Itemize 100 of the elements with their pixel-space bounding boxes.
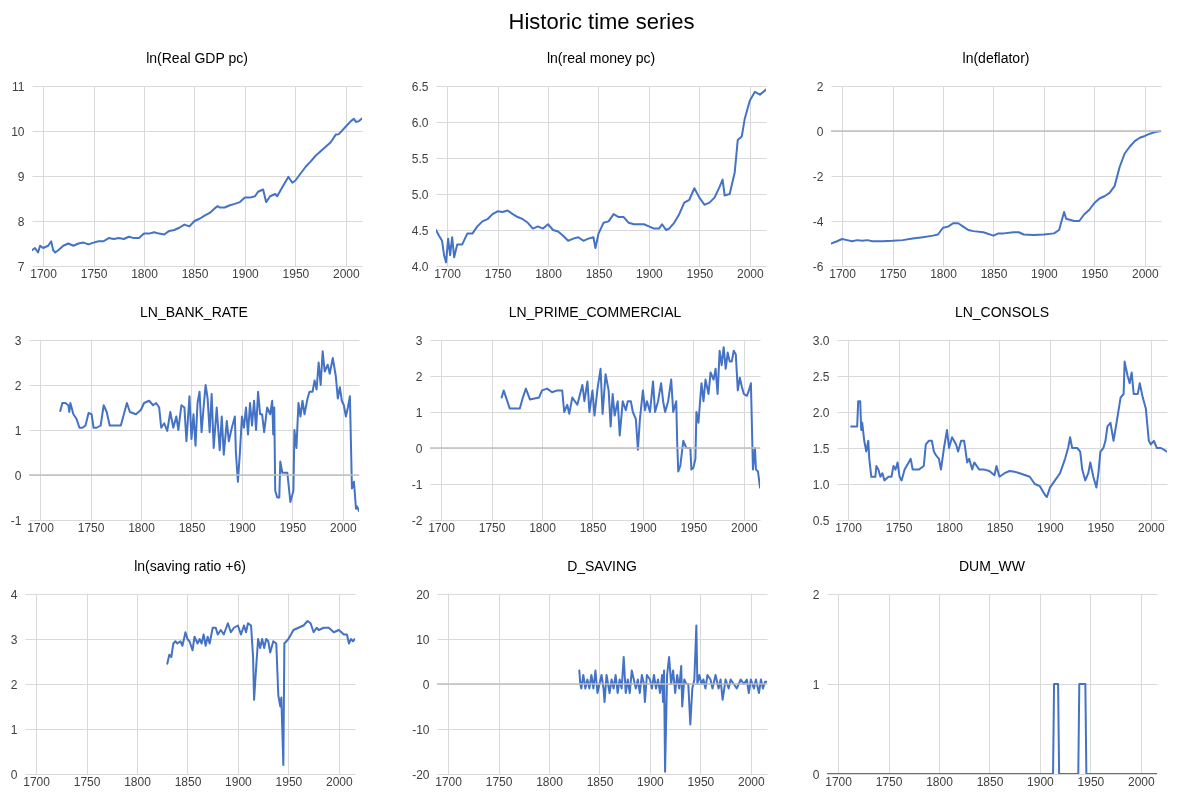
x-tick-label: 1750 (77, 520, 105, 535)
y-tick-label: -4 (812, 214, 824, 229)
x-tick-label: 1850 (181, 266, 209, 281)
x-tick-label: 1700 (27, 520, 55, 535)
y-tick-label: 1 (14, 423, 22, 438)
x-tick-label: 1850 (579, 520, 607, 535)
y-tick-label: 2 (812, 587, 820, 602)
x-tick-label: 1750 (875, 774, 903, 789)
x-tick-label: 1850 (585, 266, 613, 281)
y-tick-label: 6.5 (411, 79, 429, 94)
x-tick-label: 1900 (1027, 774, 1055, 789)
x-tick-label: 1950 (282, 266, 310, 281)
x-tick-label: 1750 (885, 520, 913, 535)
x-tick-label: 1800 (536, 774, 564, 789)
x-tick-label: 1900 (1031, 266, 1059, 281)
y-tick-label: 1 (415, 405, 423, 420)
y-tick-label: 0 (10, 767, 18, 782)
x-tick-label: 1750 (484, 266, 512, 281)
chart-title: LN_CONSOLS (954, 304, 1050, 320)
x-tick-label: 1750 (485, 774, 513, 789)
y-tick-label: 4.0 (411, 259, 429, 274)
y-tick-label: 0 (812, 767, 820, 782)
y-tick-label: 10 (11, 124, 25, 139)
y-tick-label: 1 (812, 677, 820, 692)
y-tick-label: -2 (812, 169, 824, 184)
line-series (59, 350, 359, 512)
y-tick-label: -1 (411, 477, 423, 492)
x-tick-label: 1950 (275, 774, 303, 789)
line-series (436, 88, 766, 264)
x-tick-label: 1900 (225, 774, 253, 789)
chart-title: ln(deflator) (962, 50, 1030, 66)
x-tick-label: 1800 (131, 266, 159, 281)
x-tick-label: 1950 (680, 520, 708, 535)
x-tick-label: 1700 (428, 520, 456, 535)
x-tick-label: 1900 (232, 266, 260, 281)
chart-title: LN_PRIME_COMMERCIAL (508, 304, 682, 320)
x-tick-label: 1850 (586, 774, 614, 789)
x-tick-label: 1750 (478, 520, 506, 535)
y-tick-label: 4.5 (411, 223, 429, 238)
chart-title: LN_BANK_RATE (140, 304, 248, 320)
y-tick-label: 2.5 (812, 369, 830, 384)
x-tick-label: 1900 (1037, 520, 1065, 535)
y-tick-label: 9 (17, 169, 25, 184)
x-tick-label: 1950 (1081, 266, 1109, 281)
chart-title: D_SAVING (567, 558, 637, 574)
y-tick-label: -1 (10, 513, 22, 528)
chart-title: ln(real money pc) (546, 50, 656, 66)
y-tick-label: 0 (816, 124, 824, 139)
x-tick-label: 1850 (976, 774, 1004, 789)
x-tick-label: 1850 (980, 266, 1008, 281)
chart-title: DUM_WW (958, 558, 1026, 574)
y-tick-label: 1.5 (812, 441, 830, 456)
x-tick-label: 1800 (936, 520, 964, 535)
x-tick-label: 1900 (636, 266, 664, 281)
x-tick-label: 1950 (279, 520, 307, 535)
x-tick-label: 1750 (73, 774, 101, 789)
x-tick-label: 1700 (435, 774, 463, 789)
y-tick-label: 1.0 (812, 477, 830, 492)
y-tick-label: 2 (415, 369, 423, 384)
x-tick-label: 1900 (630, 520, 658, 535)
x-tick-label: 1950 (1087, 520, 1115, 535)
y-tick-label: 0 (415, 441, 423, 456)
x-tick-label: 1700 (434, 266, 462, 281)
y-tick-label: 0.5 (812, 513, 830, 528)
x-tick-label: 1850 (178, 520, 206, 535)
x-tick-label: 1700 (825, 774, 853, 789)
x-tick-label: 1750 (879, 266, 907, 281)
chart-title: ln(Real GDP pc) (146, 50, 248, 66)
y-tick-label: 10 (416, 632, 430, 647)
x-tick-label: 1750 (80, 266, 108, 281)
x-tick-label: 2000 (333, 266, 361, 281)
y-tick-label: 3 (10, 632, 18, 647)
x-tick-label: 2000 (1132, 266, 1160, 281)
x-tick-label: 1800 (124, 774, 152, 789)
y-tick-label: 0 (14, 468, 22, 483)
y-tick-label: 2.0 (812, 405, 830, 420)
x-tick-label: 2000 (330, 520, 358, 535)
y-tick-label: 2 (10, 677, 18, 692)
chart-title: ln(saving ratio +6) (134, 558, 246, 574)
y-tick-label: 1 (10, 722, 18, 737)
x-tick-label: 2000 (731, 520, 759, 535)
y-tick-label: -20 (412, 767, 430, 782)
x-tick-label: 1800 (535, 266, 563, 281)
x-tick-label: 1950 (1077, 774, 1105, 789)
y-tick-label: -10 (412, 722, 430, 737)
y-tick-label: 2 (14, 378, 22, 393)
line-series (500, 346, 760, 489)
y-tick-label: 7 (17, 259, 25, 274)
x-tick-label: 2000 (738, 774, 766, 789)
x-tick-label: 1900 (229, 520, 257, 535)
y-tick-label: 5.0 (411, 187, 429, 202)
x-tick-label: 1800 (529, 520, 557, 535)
x-tick-label: 1900 (637, 774, 665, 789)
y-tick-label: 2 (816, 79, 824, 94)
line-series (831, 130, 1161, 245)
y-tick-label: 3 (415, 333, 423, 348)
y-tick-label: 8 (17, 214, 25, 229)
x-tick-label: 2000 (1128, 774, 1156, 789)
x-tick-label: 1700 (30, 266, 58, 281)
x-tick-label: 2000 (737, 266, 765, 281)
